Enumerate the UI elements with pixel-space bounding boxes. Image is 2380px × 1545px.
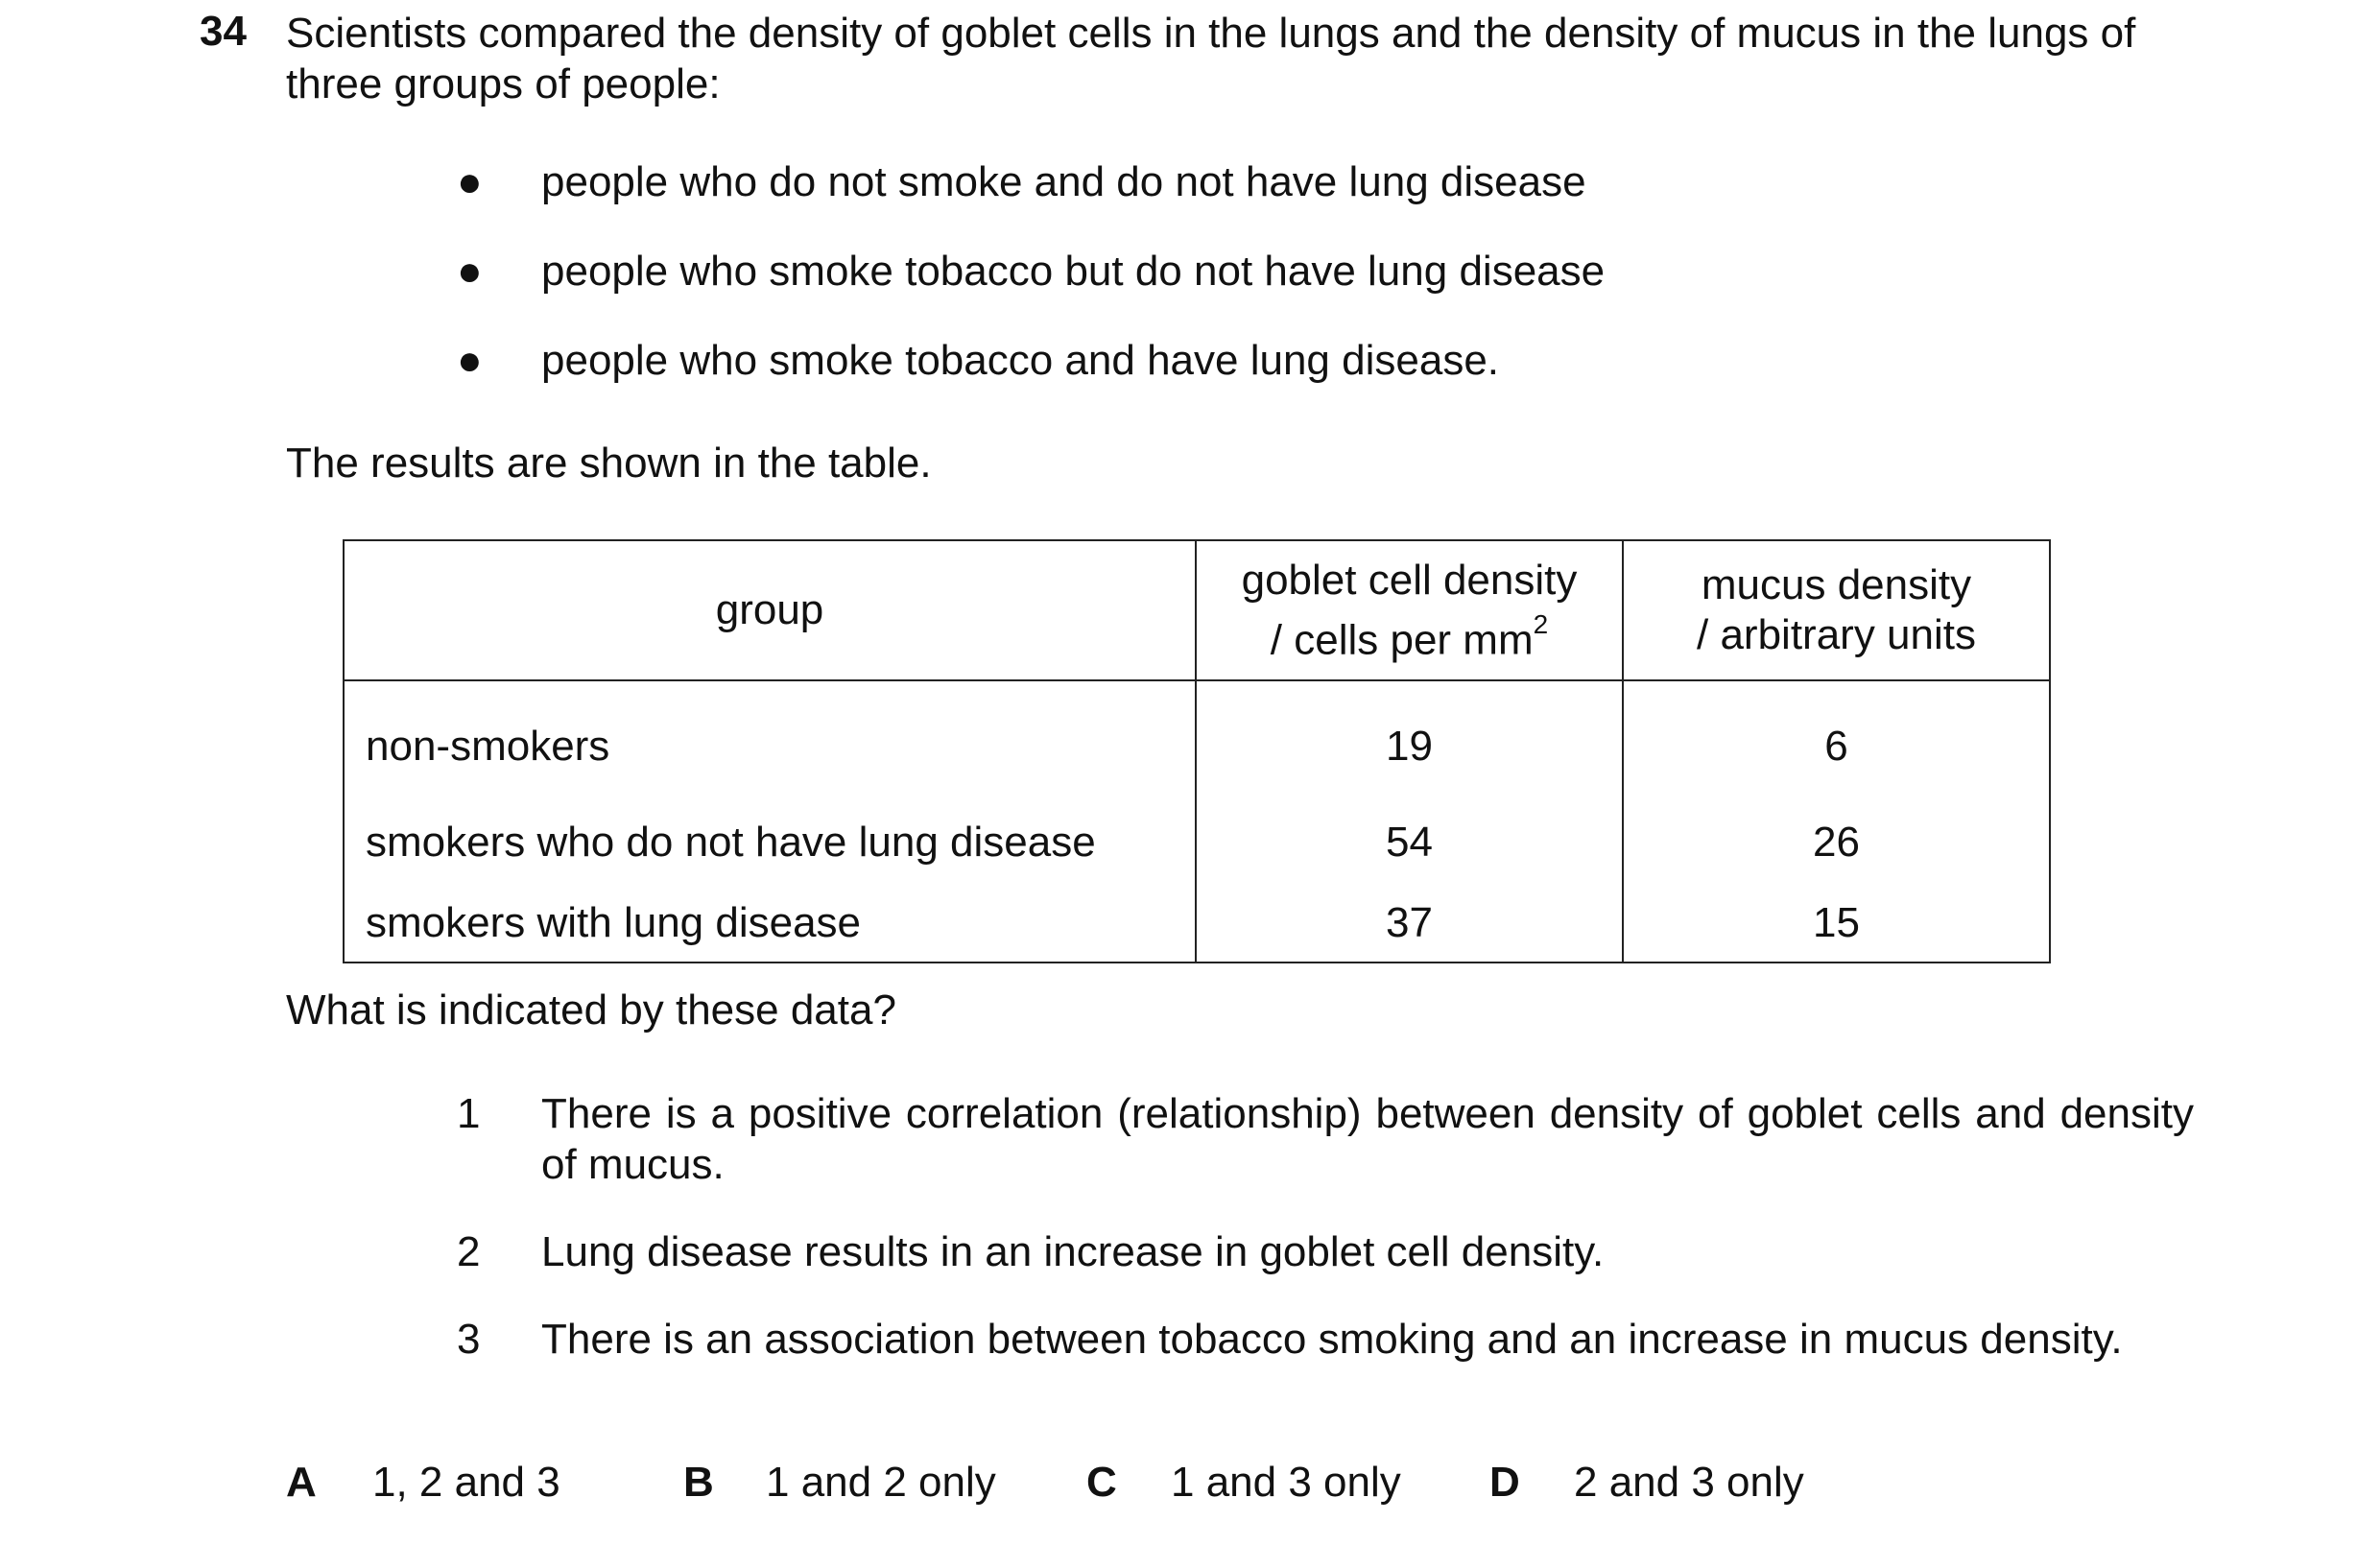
bullet-icon: ● — [457, 337, 483, 384]
table-row: smokers with lung disease 37 15 — [343, 885, 2051, 963]
header-goblet-unit-exponent: 2 — [1533, 608, 1549, 639]
header-group: group — [343, 539, 1197, 681]
option-text: 1 and 2 only — [766, 1459, 996, 1506]
bullet-text: people who do not smoke and do not have … — [541, 158, 1586, 205]
bullet-icon: ● — [457, 248, 483, 295]
option-letter: C — [1086, 1459, 1117, 1506]
cell-goblet: 19 — [1195, 680, 1624, 800]
option-text: 1 and 3 only — [1171, 1459, 1401, 1506]
option-letter: D — [1489, 1459, 1520, 1506]
question-stem: Scientists compared the density of goble… — [286, 10, 2136, 107]
cell-mucus: 15 — [1622, 885, 2051, 963]
bullet-text: people who smoke tobacco but do not have… — [541, 248, 1606, 295]
header-mucus-density: mucus density / arbitrary units — [1622, 539, 2051, 681]
table-header-row: group goblet cell density / cells per mm… — [343, 539, 2051, 681]
results-table: group goblet cell density / cells per mm… — [343, 539, 2051, 963]
statement-text: There is an association between tobacco … — [541, 1316, 2123, 1363]
statement-item: 3 There is an association between tobacc… — [457, 1314, 2194, 1419]
cell-group: smokers with lung disease — [343, 885, 1197, 963]
table-row: non-smokers 19 6 — [343, 680, 2051, 800]
header-goblet-title: goblet cell density — [1241, 556, 1578, 604]
table-row: smokers who do not have lung disease 54 … — [343, 800, 2051, 885]
bullet-icon: ● — [457, 158, 483, 205]
header-mucus-title: mucus density — [1701, 561, 1972, 608]
option-text: 1, 2 and 3 — [372, 1459, 560, 1506]
question-number: 34 — [200, 8, 247, 55]
cell-group: smokers who do not have lung disease — [343, 800, 1197, 885]
header-goblet-density: goblet cell density / cells per mm2 — [1195, 539, 1624, 681]
cell-group: non-smokers — [343, 680, 1197, 800]
statement-number: 1 — [457, 1090, 481, 1137]
statement-text: Lung disease results in an increase in g… — [541, 1228, 1605, 1275]
cell-mucus: 26 — [1622, 800, 2051, 885]
table-intro: The results are shown in the table. — [286, 440, 932, 487]
statement-number: 3 — [457, 1316, 481, 1363]
header-mucus-unit: / arbitrary units — [1697, 611, 1976, 658]
statement-number: 2 — [457, 1228, 481, 1275]
option-letter: A — [286, 1459, 317, 1506]
header-goblet-unit-text: / cells per mm — [1270, 616, 1534, 664]
bullet-text: people who smoke tobacco and have lung d… — [541, 337, 1500, 384]
cell-goblet: 37 — [1195, 885, 1624, 963]
option-letter: B — [683, 1459, 714, 1506]
statement-text: There is a positive correlation (relatio… — [541, 1090, 2194, 1188]
cell-mucus: 6 — [1622, 680, 2051, 800]
question-prompt: What is indicated by these data? — [286, 986, 896, 1034]
cell-goblet: 54 — [1195, 800, 1624, 885]
statement-item: 2 Lung disease results in an increase in… — [457, 1226, 2194, 1284]
statement-item: 1 There is a positive correlation (relat… — [457, 1088, 2194, 1194]
option-text: 2 and 3 only — [1574, 1459, 1804, 1506]
header-goblet-unit: / cells per mm2 — [1197, 606, 1622, 666]
header-group-label: group — [715, 586, 824, 633]
